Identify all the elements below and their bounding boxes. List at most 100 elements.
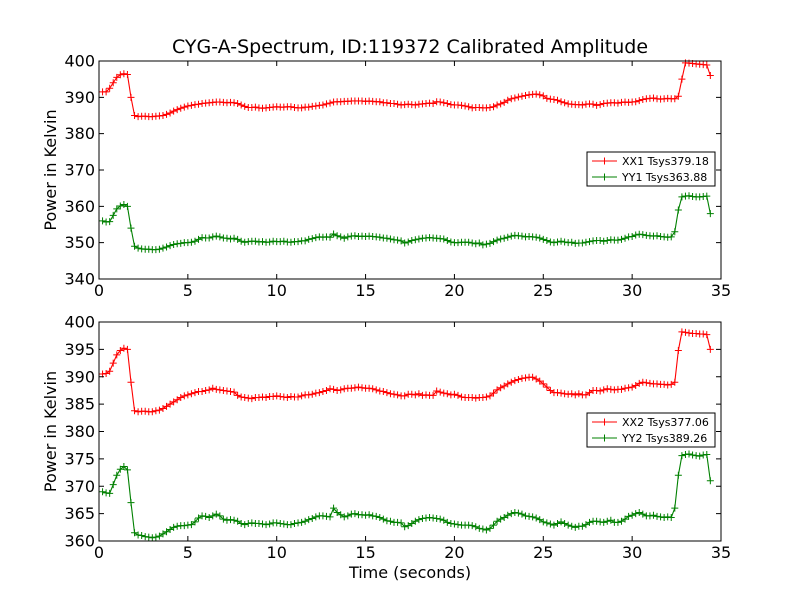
data-point [603, 236, 611, 244]
data-point [507, 378, 515, 386]
data-point [529, 513, 537, 521]
data-point [187, 390, 195, 398]
data-point [305, 391, 313, 399]
data-point [230, 234, 238, 242]
data-point [504, 233, 512, 241]
data-point [404, 238, 412, 246]
data-point [632, 231, 640, 239]
series-line-1 [102, 331, 711, 413]
data-point [340, 234, 348, 242]
data-point [287, 392, 295, 400]
data-point [518, 232, 526, 240]
data-point [369, 512, 377, 520]
data-point [447, 391, 455, 399]
data-point [99, 488, 107, 496]
y-tick-label: 395 [64, 340, 95, 359]
data-point [585, 238, 593, 246]
data-point [621, 515, 629, 523]
data-point [383, 99, 391, 107]
data-point [426, 513, 434, 521]
data-point [163, 402, 171, 410]
data-point [500, 382, 508, 390]
data-point [205, 234, 213, 242]
data-point [458, 101, 466, 109]
data-point [166, 242, 174, 250]
data-point [134, 244, 142, 252]
data-point [376, 233, 384, 241]
data-point [653, 380, 661, 388]
data-point [326, 513, 334, 521]
data-point [312, 389, 320, 397]
data-point [131, 242, 139, 250]
data-point [134, 531, 142, 539]
data-point [490, 521, 498, 529]
y-tick-label: 375 [64, 449, 95, 468]
data-point [475, 239, 483, 247]
data-point [365, 384, 373, 392]
data-point [166, 400, 174, 408]
data-point [376, 387, 384, 395]
data-point [120, 463, 128, 471]
data-point [546, 520, 554, 528]
data-point [241, 394, 249, 402]
data-point [522, 374, 530, 382]
data-point [447, 519, 455, 527]
data-point [159, 530, 167, 538]
data-point [518, 92, 526, 100]
data-point [333, 232, 341, 240]
data-point [433, 387, 441, 395]
x-axis-label: Time (seconds) [348, 563, 471, 582]
data-point [294, 519, 302, 527]
data-point [593, 517, 601, 525]
data-point [440, 235, 448, 243]
data-point [486, 239, 494, 247]
data-point [283, 394, 291, 402]
data-point [450, 520, 458, 528]
data-point [511, 509, 519, 517]
data-point [703, 450, 711, 458]
data-point [358, 384, 366, 392]
data-point [386, 517, 394, 525]
data-point [319, 101, 327, 109]
x-tick-label: 0 [94, 543, 104, 562]
data-point [500, 234, 508, 242]
data-point [617, 517, 625, 525]
data-point [639, 510, 647, 518]
data-point [610, 386, 618, 394]
data-point [287, 521, 295, 529]
data-point [518, 510, 526, 518]
data-point [585, 518, 593, 526]
data-point [308, 390, 316, 398]
data-point [123, 70, 131, 78]
data-point [266, 520, 274, 528]
data-point [532, 514, 540, 522]
data-point [205, 513, 213, 521]
data-point [269, 392, 277, 400]
data-point [678, 75, 686, 83]
data-point [522, 512, 530, 520]
data-point [450, 390, 458, 398]
data-point [632, 382, 640, 390]
data-point [219, 386, 227, 394]
x-tick-label: 20 [444, 543, 464, 562]
data-point [152, 407, 160, 415]
data-point [394, 100, 402, 108]
data-point [667, 380, 675, 388]
data-point [177, 239, 185, 247]
data-point [294, 238, 302, 246]
data-point [216, 233, 224, 241]
data-point [486, 104, 494, 112]
data-point [671, 378, 679, 386]
data-point [113, 73, 121, 81]
data-point [319, 388, 327, 396]
data-point [525, 512, 533, 520]
data-point [582, 391, 590, 399]
data-point [571, 391, 579, 399]
data-point [244, 519, 252, 527]
data-point [539, 518, 547, 526]
data-point [443, 100, 451, 108]
data-point [603, 385, 611, 393]
data-point [486, 392, 494, 400]
data-point [347, 510, 355, 518]
data-point [557, 98, 565, 106]
